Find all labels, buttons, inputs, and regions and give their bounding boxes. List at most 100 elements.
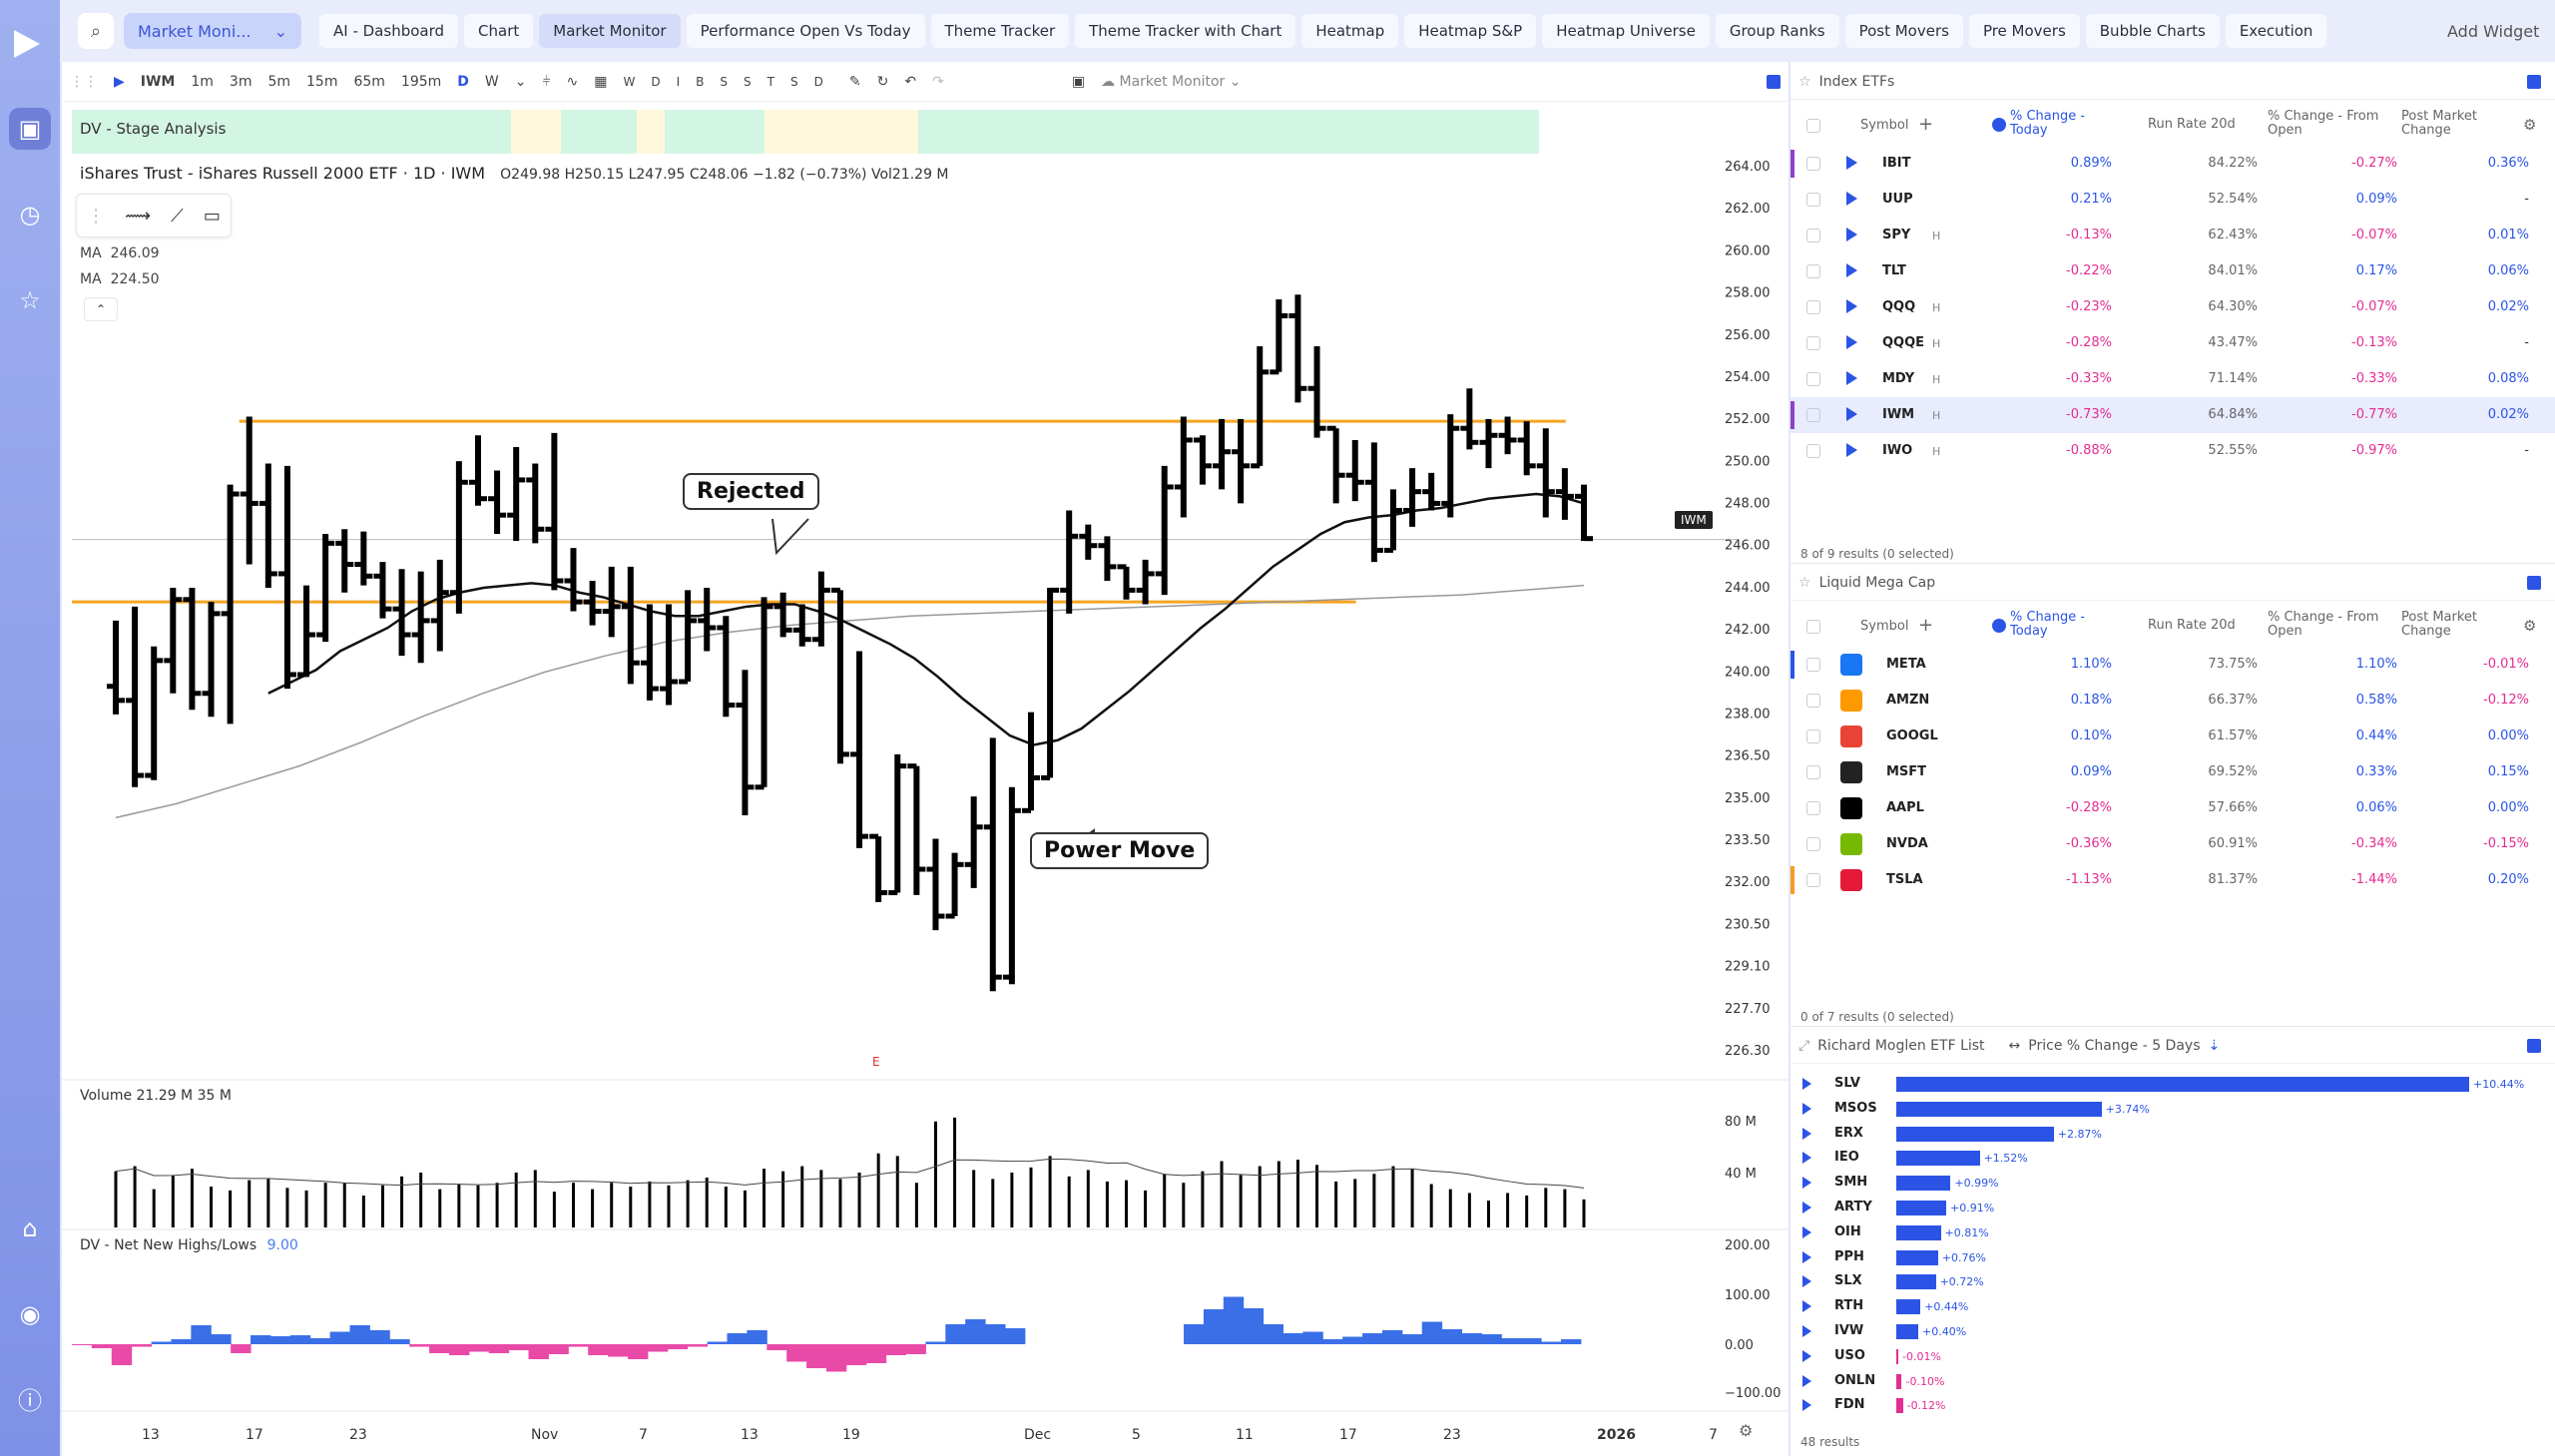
table-row[interactable]: TSLA -1.13% 81.37% -1.44% 0.20% <box>1790 862 2555 898</box>
play-icon[interactable] <box>1802 1127 1811 1140</box>
day-filter-2[interactable]: I <box>676 74 681 89</box>
refresh-icon[interactable]: ↻ <box>876 73 889 90</box>
row-checkbox[interactable] <box>1806 229 1820 243</box>
star-icon[interactable]: ☆ <box>19 286 41 314</box>
symbol-cell[interactable]: ONLN <box>1834 1372 1876 1388</box>
row-checkbox[interactable] <box>1806 444 1820 458</box>
day-filter-0[interactable]: W <box>623 74 636 89</box>
expand-icon[interactable]: ⤢ <box>1798 1037 1810 1054</box>
widget-link-icon[interactable] <box>2527 1038 2541 1053</box>
select-all-checkbox[interactable] <box>1806 119 1820 133</box>
column-settings-icon[interactable]: ⚙ <box>2523 617 2537 635</box>
list-item[interactable]: ERX +2.87% <box>1790 1122 2555 1147</box>
symbol-input[interactable]: IWM <box>140 73 176 90</box>
symbol-cell[interactable]: IEO <box>1834 1150 1859 1166</box>
symbol-cell[interactable]: TLT <box>1882 263 1906 278</box>
row-checkbox[interactable] <box>1806 300 1820 314</box>
ma2-legend[interactable]: MA 224.50 <box>80 271 160 287</box>
symbol-cell[interactable]: TSLA <box>1886 872 1923 887</box>
widget-link-icon[interactable] <box>2527 575 2541 590</box>
day-filter-6[interactable]: T <box>766 74 774 89</box>
column-header[interactable]: % Change - From Open <box>2268 109 2379 138</box>
list-item[interactable]: OIH +0.81% <box>1790 1220 2555 1245</box>
table-row[interactable]: IBIT 0.89% 84.22% -0.27% 0.36% <box>1790 146 2555 182</box>
rejected-callout[interactable]: Rejected <box>683 473 819 510</box>
symbol-cell[interactable]: ERX <box>1834 1125 1863 1141</box>
indicators-icon[interactable]: ⫩ <box>542 73 551 90</box>
play-icon[interactable] <box>1802 1225 1811 1238</box>
list-item[interactable]: USO -0.01% <box>1790 1344 2555 1369</box>
symbol-cell[interactable]: SPY <box>1882 228 1911 243</box>
play-icon[interactable] <box>1802 1399 1811 1412</box>
play-icon[interactable] <box>1802 1250 1811 1263</box>
pencil-icon[interactable]: ✎ <box>848 73 861 90</box>
list-item[interactable]: ARTY +0.91% <box>1790 1196 2555 1220</box>
tab-heatmap-s-p[interactable]: Heatmap S&P <box>1404 14 1537 48</box>
account-icon[interactable]: ◉ <box>19 1300 41 1328</box>
column-header[interactable]: Post Market Change <box>2401 610 2478 639</box>
row-checkbox[interactable] <box>1806 694 1820 708</box>
play-icon[interactable] <box>1802 1275 1811 1288</box>
symbol-cell[interactable]: SMH <box>1834 1175 1868 1191</box>
tab-pre-movers[interactable]: Pre Movers <box>1968 14 2080 48</box>
widget-link-icon[interactable] <box>2527 74 2541 89</box>
sort-direction-icon[interactable]: ⇣ <box>2208 1037 2221 1054</box>
day-filter-4[interactable]: S <box>720 74 729 89</box>
table-row[interactable]: UUP 0.21% 52.54% 0.09% - <box>1790 182 2555 218</box>
play-icon[interactable] <box>1846 156 1857 170</box>
timeframe-15m[interactable]: 15m <box>306 73 338 90</box>
table-row[interactable]: MDY H -0.33% 71.14% -0.33% 0.08% <box>1790 361 2555 397</box>
row-checkbox[interactable] <box>1806 801 1820 815</box>
play-icon[interactable] <box>1846 335 1857 349</box>
row-checkbox[interactable] <box>1806 408 1820 422</box>
symbol-cell[interactable]: AAPL <box>1886 800 1924 815</box>
chart-canvas[interactable]: 264.00 262.00 260.00 258.00 256.00 254.00 252.… <box>62 62 1788 1456</box>
star-icon[interactable]: ☆ <box>1798 73 1811 90</box>
timeframe-65m[interactable]: 65m <box>353 73 385 90</box>
column-header[interactable]: % Change - Today <box>2010 109 2086 138</box>
column-header[interactable]: Symbol <box>1860 118 1909 133</box>
symbol-cell[interactable]: UUP <box>1882 192 1913 207</box>
timeframe-D[interactable]: D <box>457 73 469 90</box>
compare-icon[interactable]: ∿ <box>566 73 579 90</box>
workspace-select[interactable]: Market Moni... ⌄ <box>124 13 301 49</box>
trendline-tool-icon[interactable]: ⟋ <box>171 205 184 227</box>
row-checkbox[interactable] <box>1806 372 1820 386</box>
table-row[interactable]: MSFT 0.09% 69.52% 0.33% 0.15% <box>1790 754 2555 790</box>
symbol-cell[interactable]: QQQE <box>1882 335 1925 350</box>
symbol-cell[interactable]: RTH <box>1834 1298 1864 1314</box>
column-header[interactable]: % Change - Today <box>2010 610 2086 639</box>
row-checkbox[interactable] <box>1806 336 1820 350</box>
list-item[interactable]: MSOS +3.74% <box>1790 1097 2555 1122</box>
play-icon[interactable] <box>1846 192 1857 206</box>
table-row[interactable]: AMZN 0.18% 66.37% 0.58% -0.12% <box>1790 683 2555 719</box>
symbol-cell[interactable]: IWM <box>1882 407 1915 422</box>
symbol-cell[interactable]: PPH <box>1834 1248 1864 1264</box>
drag-handle-icon[interactable]: ⋮⋮ <box>70 73 98 90</box>
day-filter-8[interactable]: D <box>813 74 823 89</box>
column-settings-icon[interactable]: ⚙ <box>2523 116 2537 134</box>
tab-performance-open-vs-today[interactable]: Performance Open Vs Today <box>686 14 925 48</box>
table-row[interactable]: GOOGL 0.10% 61.57% 0.44% 0.00% <box>1790 719 2555 754</box>
play-icon[interactable]: ▶ <box>114 73 125 90</box>
star-icon[interactable]: ☆ <box>1798 574 1811 591</box>
timeframe-5m[interactable]: 5m <box>267 73 291 90</box>
table-row[interactable]: AAPL -0.28% 57.66% 0.06% 0.00% <box>1790 790 2555 826</box>
symbol-cell[interactable]: QQQ <box>1882 299 1916 314</box>
fib-tool-icon[interactable]: ⟿ <box>125 205 152 227</box>
power-move-callout[interactable]: Power Move <box>1030 832 1210 869</box>
app-logo-icon[interactable] <box>14 30 40 58</box>
tab-chart[interactable]: Chart <box>464 14 534 48</box>
symbol-cell[interactable]: FDN <box>1834 1397 1865 1413</box>
add-column-icon[interactable]: + <box>1918 114 1934 135</box>
row-checkbox[interactable] <box>1806 658 1820 672</box>
help-icon[interactable]: ⓘ <box>18 1386 42 1415</box>
list-item[interactable]: SMH +0.99% <box>1790 1171 2555 1196</box>
table-row[interactable]: NVDA -0.36% 60.91% -0.34% -0.15% <box>1790 826 2555 862</box>
play-icon[interactable] <box>1802 1102 1811 1115</box>
day-filter-5[interactable]: S <box>744 74 752 89</box>
search-icon[interactable]: ⌕ <box>78 13 114 49</box>
play-icon[interactable] <box>1846 407 1857 421</box>
table-row[interactable]: META 1.10% 73.75% 1.10% -0.01% <box>1790 647 2555 683</box>
timeframe-3m[interactable]: 3m <box>229 73 253 90</box>
